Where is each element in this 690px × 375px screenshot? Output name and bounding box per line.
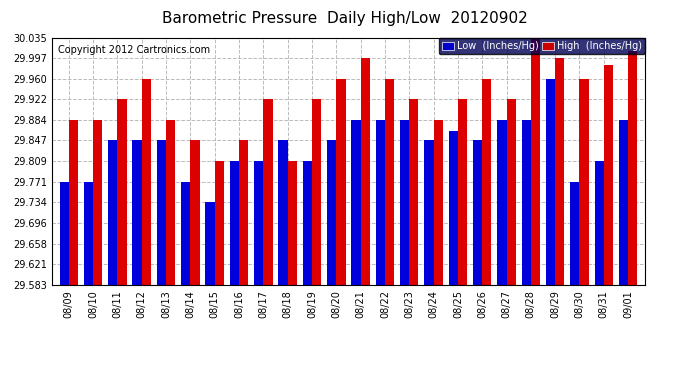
Bar: [409, 99, 419, 285]
Bar: [312, 99, 322, 285]
Bar: [69, 120, 78, 285]
Bar: [117, 99, 127, 285]
Bar: [424, 141, 433, 285]
Bar: [166, 120, 175, 285]
Bar: [433, 120, 443, 285]
Bar: [619, 120, 628, 285]
Bar: [288, 161, 297, 285]
Text: Barometric Pressure  Daily High/Low  20120902: Barometric Pressure Daily High/Low 20120…: [162, 11, 528, 26]
Bar: [181, 182, 190, 285]
Bar: [570, 182, 580, 285]
Bar: [206, 202, 215, 285]
Bar: [595, 161, 604, 285]
Bar: [327, 141, 336, 285]
Bar: [254, 161, 264, 285]
Bar: [59, 182, 69, 285]
Bar: [84, 182, 93, 285]
Bar: [580, 79, 589, 285]
Bar: [604, 65, 613, 285]
Bar: [555, 58, 564, 285]
Bar: [351, 120, 361, 285]
Bar: [157, 141, 166, 285]
Text: Copyright 2012 Cartronics.com: Copyright 2012 Cartronics.com: [58, 45, 210, 55]
Bar: [400, 120, 409, 285]
Bar: [506, 99, 515, 285]
Bar: [361, 58, 370, 285]
Bar: [497, 120, 506, 285]
Bar: [264, 99, 273, 285]
Bar: [522, 120, 531, 285]
Bar: [93, 120, 102, 285]
Bar: [132, 141, 141, 285]
Bar: [546, 79, 555, 285]
Bar: [336, 79, 346, 285]
Bar: [239, 141, 248, 285]
Bar: [628, 51, 638, 285]
Bar: [303, 161, 312, 285]
Bar: [278, 141, 288, 285]
Bar: [385, 79, 394, 285]
Bar: [230, 161, 239, 285]
Bar: [190, 141, 199, 285]
Bar: [448, 130, 458, 285]
Bar: [375, 120, 385, 285]
Legend: Low  (Inches/Hg), High  (Inches/Hg): Low (Inches/Hg), High (Inches/Hg): [439, 38, 645, 54]
Bar: [108, 141, 117, 285]
Bar: [482, 79, 491, 285]
Bar: [141, 79, 151, 285]
Bar: [215, 161, 224, 285]
Bar: [458, 99, 467, 285]
Bar: [473, 141, 482, 285]
Bar: [531, 38, 540, 285]
